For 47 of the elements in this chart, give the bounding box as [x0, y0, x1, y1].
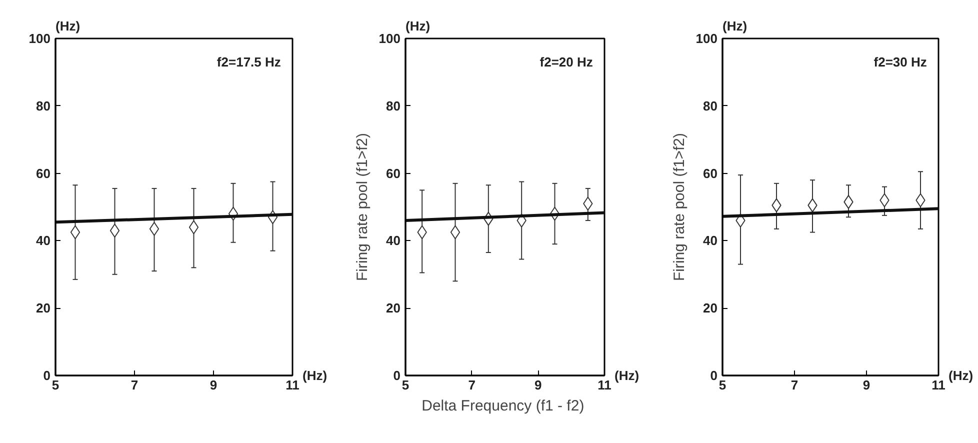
x-tick-label: 7: [790, 378, 798, 392]
y-tick-label: 60: [386, 166, 401, 181]
text: (Hz): [302, 368, 328, 383]
y-tick-label: 0: [43, 368, 51, 383]
y-tick-label: 80: [36, 98, 51, 114]
y-tick-label: 20: [386, 300, 401, 316]
point: [70, 225, 80, 240]
y-tick-label: 60: [36, 166, 51, 181]
annotation: f2=17.5 Hz: [216, 54, 282, 70]
x-tick-label: 9: [862, 378, 870, 392]
y-tick-label: 100: [28, 31, 51, 46]
text: (Hz): [614, 368, 640, 383]
x-axis-title: Delta Frequency (f1 - f2): [422, 398, 584, 414]
x-tick-label: 11: [598, 378, 612, 392]
x-tick-label: 11: [286, 378, 300, 392]
x-tick-label: 9: [210, 378, 218, 392]
y-tick-label: 80: [703, 98, 718, 114]
x-tick-label: 7: [130, 378, 138, 392]
y-tick-label: 0: [393, 368, 401, 383]
text: (Hz): [948, 368, 974, 383]
text: (Hz): [56, 18, 80, 34]
y-tick-label: 20: [36, 300, 51, 316]
x-tick-label: 5: [52, 378, 60, 392]
x-tick-label: 11: [932, 378, 946, 392]
y-tick-label: 0: [710, 368, 718, 383]
y-tick-label: 40: [36, 233, 51, 248]
point: [110, 224, 120, 238]
x-tick-label: 7: [468, 378, 476, 392]
annotation: f2=20 Hz: [540, 54, 594, 70]
y-axis-title: Firing rate pool (f1>f2): [354, 132, 371, 281]
x-tick-label: 5: [402, 378, 410, 392]
y-axis-title: Firing rate pool (f1>f2): [670, 132, 688, 281]
x-tick-label: 5: [718, 378, 726, 392]
text: (Hz): [722, 18, 748, 34]
y-tick-label: 100: [378, 31, 401, 46]
y-tick-label: 40: [386, 233, 401, 248]
text: (Hz): [406, 18, 430, 34]
x-tick-label: 9: [534, 378, 542, 392]
y-tick-label: 80: [386, 98, 401, 114]
y-tick-label: 40: [703, 233, 718, 248]
annotation: f2=30 Hz: [874, 54, 928, 70]
y-tick-label: 100: [696, 31, 718, 46]
point: [149, 222, 160, 236]
point: [188, 220, 199, 234]
point: [450, 225, 460, 240]
y-tick-label: 20: [703, 300, 718, 316]
y-tick-label: 60: [703, 166, 718, 181]
